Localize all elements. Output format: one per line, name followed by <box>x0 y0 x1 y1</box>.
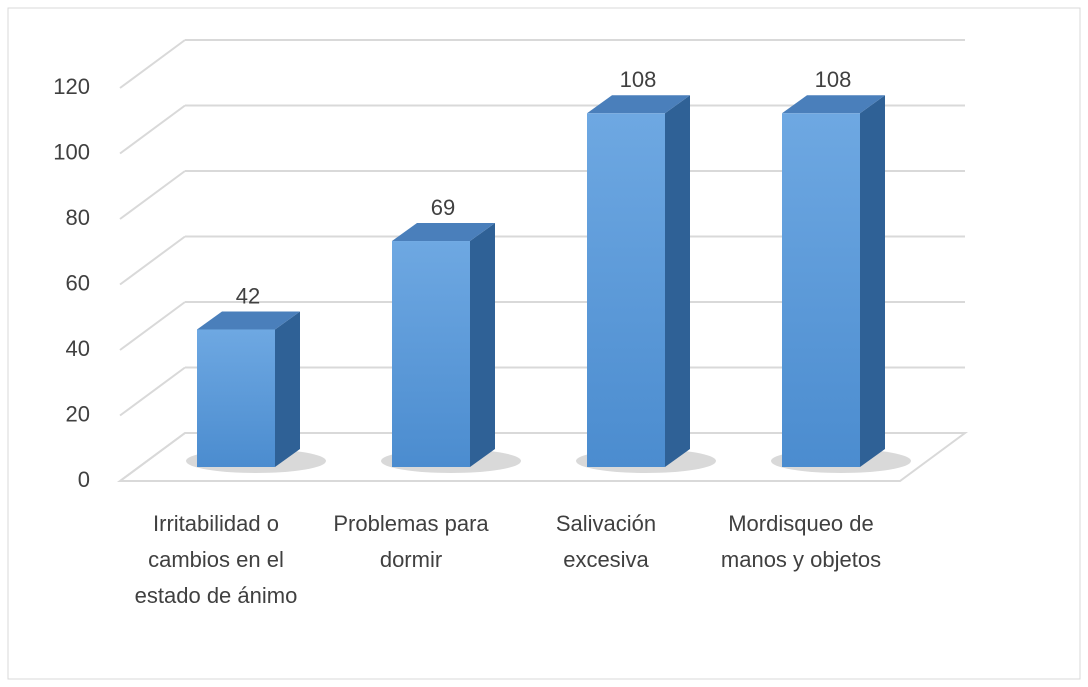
y-tick-label: 100 <box>53 139 90 164</box>
value-label: 108 <box>620 67 657 92</box>
bar-side <box>860 95 885 468</box>
value-label: 108 <box>815 67 852 92</box>
bar-top <box>392 223 495 242</box>
bar-side <box>470 223 495 467</box>
x-tick-label: Mordisqueo de manos y objetos <box>720 511 882 572</box>
bar <box>587 113 665 468</box>
bar-top <box>587 95 690 114</box>
value-label: 42 <box>236 283 260 308</box>
grid-line-side <box>119 104 186 155</box>
y-tick-label: 40 <box>66 336 90 361</box>
value-label: 69 <box>431 195 455 220</box>
y-tick-label: 0 <box>78 467 90 492</box>
bar-side <box>665 95 690 468</box>
y-tick-label: 80 <box>66 205 90 230</box>
y-tick-label: 120 <box>53 74 90 99</box>
grid-line-side <box>119 39 186 89</box>
floor <box>116 432 969 482</box>
grid-line-side <box>119 366 186 417</box>
x-tick-label: Irritabilidad o cambios en el estado de … <box>134 511 298 608</box>
bar <box>197 329 275 467</box>
x-tick-label: Salivación excesiva <box>555 511 657 572</box>
bar-top <box>782 95 885 114</box>
grid-line-side <box>119 170 186 220</box>
bar-side <box>275 311 300 467</box>
y-tick-label: 60 <box>66 270 90 295</box>
grid-line-side <box>119 235 186 286</box>
frame <box>7 7 1081 680</box>
x-tick-label: Problemas para dormir <box>333 511 489 572</box>
bar <box>782 113 860 468</box>
bar <box>392 241 470 467</box>
bar-top <box>197 311 300 330</box>
grid-line-side <box>119 301 186 351</box>
y-tick-label: 20 <box>66 401 90 426</box>
